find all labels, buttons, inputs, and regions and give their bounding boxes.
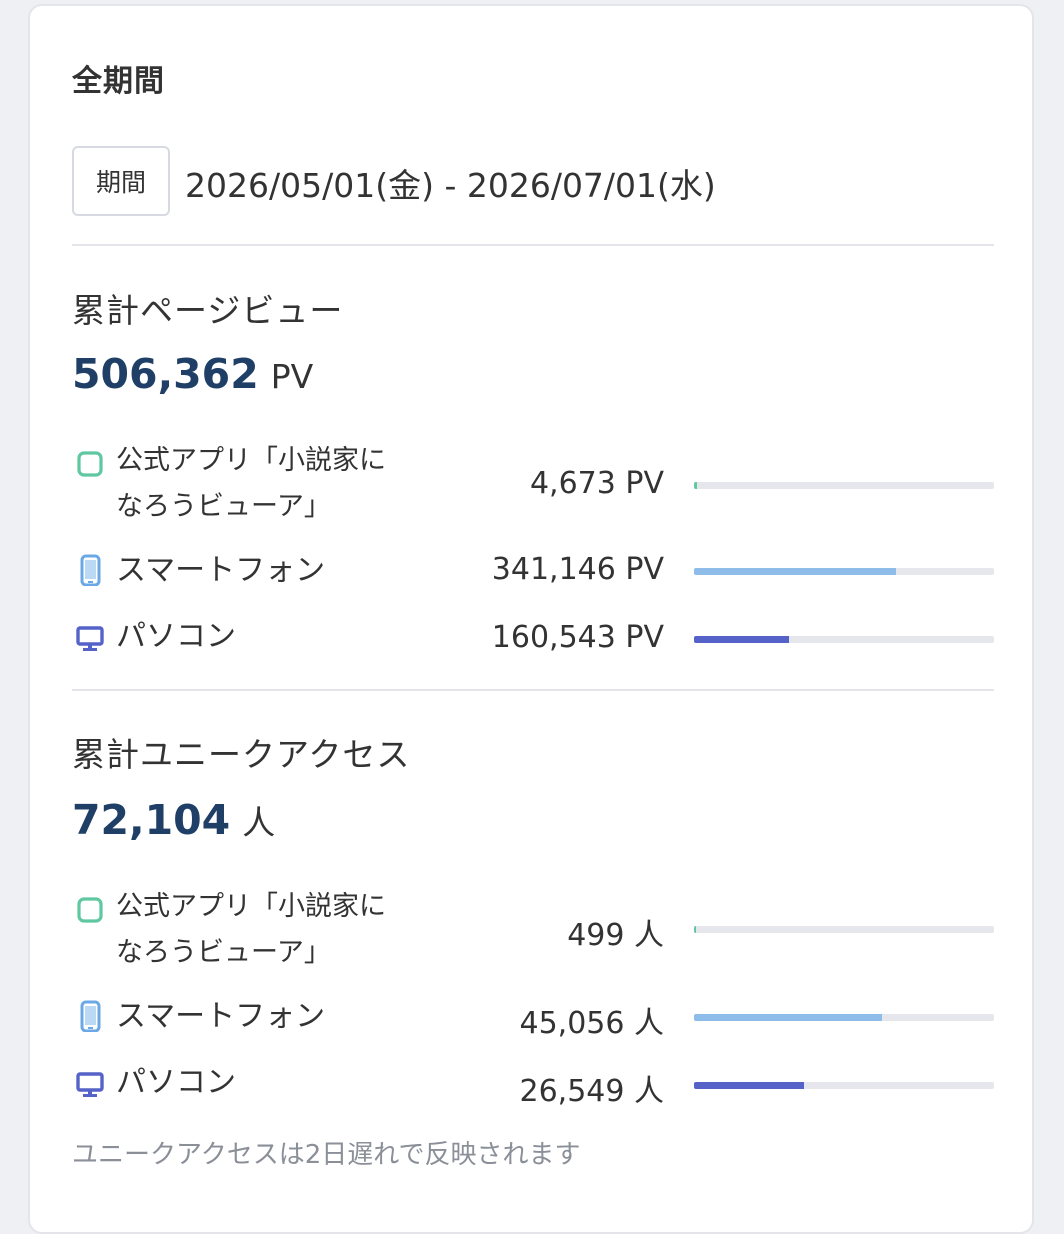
pageviews-row-smartphone: スマートフォン 341,146 PV [72,546,994,596]
unique-row-app-bar [694,926,994,933]
pageviews-row-app-value: 4,673 PV [529,466,664,501]
app-square-icon [77,451,103,477]
pageviews-row-app-label-line1: 公式アプリ「小説家に [116,445,386,476]
pageviews-row-app: 公式アプリ「小説家に なろうビューア」 4,673 PV [72,438,994,530]
unique-row-smartphone-value: 45,056 人 [519,1006,664,1041]
divider [72,689,994,691]
unique-row-app-value: 499 人 [567,918,664,953]
pageviews-row-pc-label: パソコン [116,619,236,654]
unique-row-smartphone-bar [694,1014,994,1021]
unique-total-number: 72,104 [72,796,231,844]
pageviews-row-smartphone-bar [694,568,994,575]
unique-title: 累計ユニークアクセス [72,735,411,774]
pageviews-row-smartphone-bar-fill [694,568,897,575]
smartphone-icon [80,554,101,586]
pageviews-total-number: 506,362 [72,350,259,398]
pageviews-row-pc: パソコン 160,543 PV [72,614,994,664]
divider [72,244,994,246]
monitor-icon [76,626,104,651]
page-title: 全期間 [72,64,165,99]
pageviews-row-app-bar-fill [694,482,697,489]
unique-total-unit: 人 [242,803,276,842]
access-summary-card: 全期間 期間 2026/05/01(金) - 2026/07/01(水) 累計ペ… [28,4,1034,1234]
pageviews-row-app-label-line2: なろうビューア」 [116,491,331,522]
unique-row-app: 公式アプリ「小説家に なろうビューア」 499 人 [72,884,994,976]
unique-row-pc-bar [694,1082,994,1089]
unique-row-smartphone-label: スマートフォン [116,999,326,1034]
smartphone-icon [80,1000,101,1032]
unique-total: 72,104 人 [72,796,275,844]
unique-row-smartphone: スマートフォン 45,056 人 [72,992,994,1042]
unique-row-app-label-line2: なろうビューア」 [116,937,331,968]
period-badge: 期間 [72,146,170,216]
unique-row-pc: パソコン 26,549 人 [72,1060,994,1110]
pageviews-row-app-bar [694,482,994,489]
unique-row-pc-bar-fill [694,1082,805,1089]
pageviews-row-smartphone-label: スマートフォン [116,553,326,588]
pageviews-row-smartphone-value: 341,146 PV [491,552,664,587]
pageviews-row-pc-bar [694,636,994,643]
pageviews-total-unit: PV [270,357,314,396]
pageviews-row-pc-bar-fill [694,636,790,643]
unique-row-smartphone-bar-fill [694,1014,882,1021]
unique-row-pc-label: パソコン [116,1065,236,1100]
unique-row-app-label-line1: 公式アプリ「小説家に [116,891,386,922]
unique-row-pc-value: 26,549 人 [519,1074,664,1109]
app-square-icon [77,897,103,923]
unique-row-app-bar-fill [694,926,697,933]
monitor-icon [76,1072,104,1097]
pageviews-total: 506,362 PV [72,350,313,398]
period-range: 2026/05/01(金) - 2026/07/01(水) [185,166,716,205]
unique-delay-note: ユニークアクセスは2日遅れで反映されます [72,1140,581,1170]
pageviews-title: 累計ページビュー [72,291,344,330]
pageviews-row-pc-value: 160,543 PV [491,620,664,655]
